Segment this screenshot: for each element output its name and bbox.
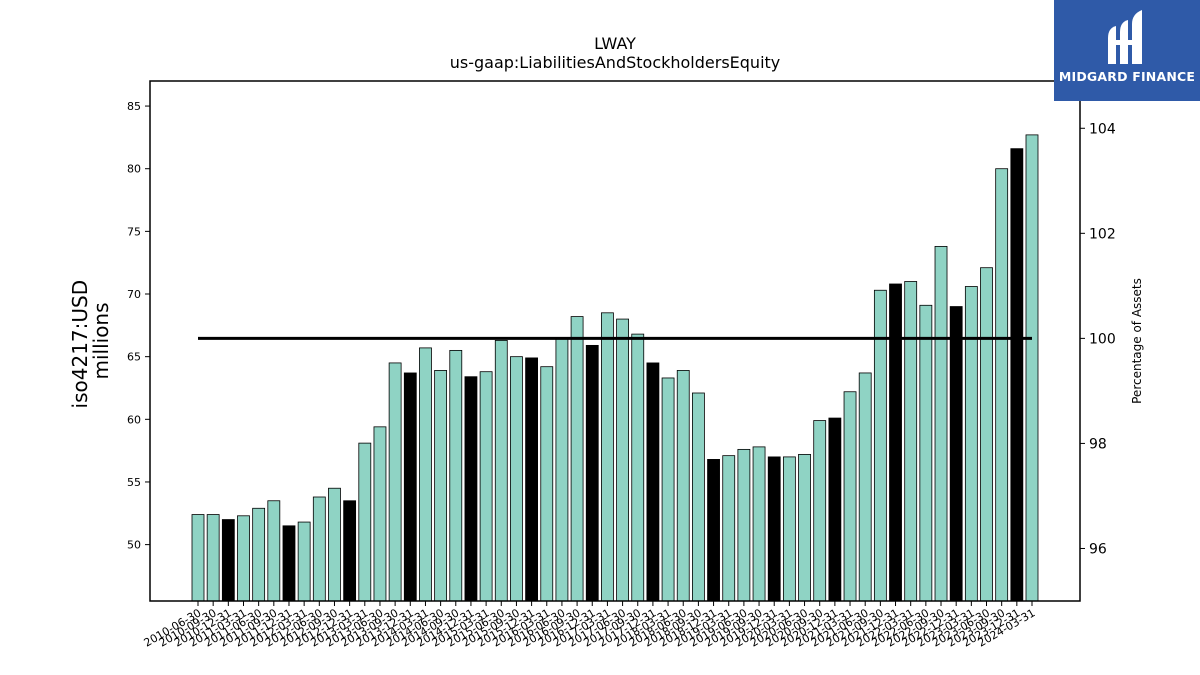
- y2-axis: 96 98 100 102 104: [1080, 121, 1116, 557]
- bar: [570, 316, 584, 602]
- bar: [449, 349, 463, 602]
- bar: [919, 304, 933, 602]
- y2-tick-label: 96: [1089, 541, 1107, 557]
- bar: [798, 453, 811, 602]
- bar: [191, 514, 205, 602]
- y2-axis-label: Percentage of Assets: [1130, 278, 1144, 404]
- bar: [889, 283, 902, 602]
- bar: [995, 168, 1009, 602]
- chart-title: LWAY: [594, 34, 636, 53]
- bar: [358, 442, 372, 602]
- bar: [828, 417, 842, 602]
- bar: [737, 448, 751, 602]
- y2-tick-label: 98: [1089, 436, 1107, 452]
- bar: [904, 281, 918, 602]
- y-tick-label: 65: [127, 351, 141, 364]
- bar: [237, 515, 250, 602]
- brand-logo: MIDGARD FINANCE: [1054, 0, 1200, 101]
- y-tick-label: 80: [127, 163, 141, 176]
- bar: [601, 312, 614, 602]
- bar: [782, 456, 796, 602]
- bar: [479, 371, 493, 602]
- bar: [752, 446, 766, 602]
- bar: [297, 521, 311, 602]
- bar: [525, 357, 538, 602]
- bar: [434, 370, 448, 602]
- bar: [616, 318, 629, 602]
- bar: [221, 519, 235, 602]
- plot-frame: [149, 80, 1081, 602]
- bar: [373, 426, 387, 602]
- bar: [206, 514, 220, 602]
- x-axis: 2010-06-302010-09-302010-12-312011-03-31…: [142, 601, 1038, 650]
- y2-tick-label: 102: [1089, 226, 1116, 242]
- bar: [873, 289, 887, 602]
- bar-series: [191, 134, 1039, 602]
- y-axis-label-line-1: iso4217:USD: [68, 280, 92, 409]
- bar: [267, 500, 281, 602]
- y-axis: 50 55 60 65 70 75 80 85: [127, 100, 150, 552]
- bar: [419, 347, 432, 602]
- y-tick-label: 50: [127, 539, 141, 552]
- bar: [464, 376, 478, 602]
- bar: [252, 507, 266, 602]
- y-axis-label-line-2: millions: [89, 302, 113, 379]
- bar: [343, 500, 357, 602]
- chart-subtitle: us-gaap:LiabilitiesAndStockholdersEquity: [450, 53, 781, 72]
- bar: [631, 333, 645, 602]
- bar: [949, 306, 963, 602]
- bar: [555, 337, 569, 602]
- y-tick-label: 60: [127, 413, 141, 426]
- logo-mark-icon: [1108, 10, 1142, 64]
- bar: [767, 456, 781, 602]
- bar: [661, 377, 675, 602]
- bar: [980, 267, 993, 602]
- y-tick-label: 75: [127, 225, 141, 238]
- bar: [312, 496, 326, 602]
- y-tick-label: 70: [127, 288, 141, 301]
- bar: [540, 366, 554, 602]
- bar: [1025, 134, 1039, 602]
- bar: [282, 525, 296, 602]
- bar: [692, 392, 705, 602]
- y-axis-label: iso4217:USD millions: [68, 274, 113, 409]
- bar: [722, 455, 736, 602]
- bar: [843, 391, 857, 602]
- brand-name: MIDGARD FINANCE: [1058, 69, 1196, 84]
- bar: [1010, 148, 1024, 602]
- bar: [585, 344, 599, 602]
- bar: [858, 372, 872, 602]
- bar: [510, 356, 523, 602]
- bar: [964, 286, 978, 602]
- y-tick-label: 55: [127, 476, 141, 489]
- bar: [388, 362, 402, 602]
- bar: [328, 487, 341, 602]
- y2-tick-label: 104: [1089, 121, 1116, 137]
- bar: [646, 362, 660, 602]
- bar: [813, 420, 827, 602]
- bar: [676, 370, 690, 602]
- y2-tick-label: 100: [1089, 331, 1116, 347]
- bar: [934, 245, 948, 602]
- bar: [707, 459, 720, 602]
- y-tick-label: 85: [127, 100, 141, 113]
- bar: [494, 339, 508, 602]
- bar: [403, 372, 417, 602]
